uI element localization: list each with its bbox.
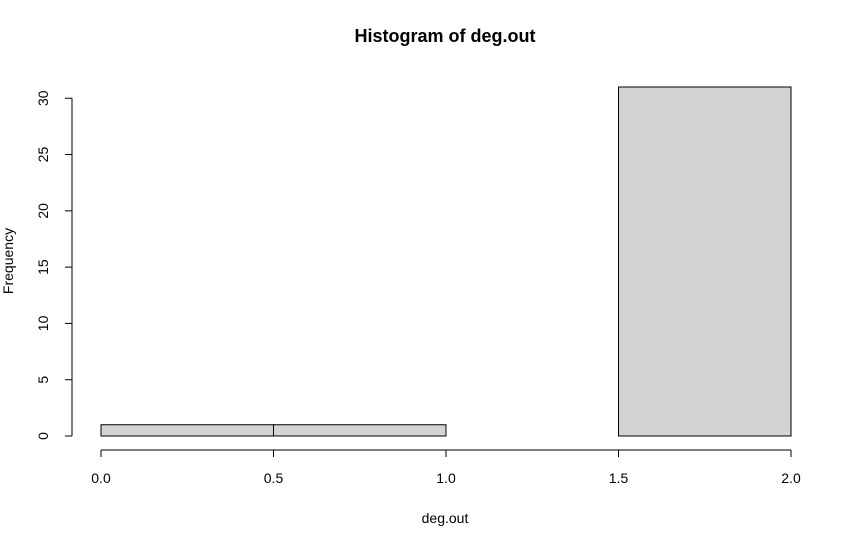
y-tick-label: 25 (35, 147, 51, 163)
histogram-bar (618, 86, 792, 437)
x-axis: 0.0 0.5 1.0 1.5 2.0 (91, 449, 801, 486)
bars-group (100, 86, 792, 437)
y-tick-label: 20 (35, 203, 51, 219)
chart-title: Histogram of deg.out (355, 26, 536, 46)
y-tick-label: 15 (35, 259, 51, 275)
x-tick-label: 2.0 (781, 470, 801, 486)
y-axis-label: Frequency (0, 228, 16, 294)
y-tick-label: 5 (35, 376, 51, 384)
x-axis-label: deg.out (422, 510, 469, 526)
y-tick-label: 0 (35, 432, 51, 440)
x-tick-label: 1.5 (609, 470, 629, 486)
y-tick-label: 10 (35, 315, 51, 331)
x-tick-label: 0.0 (91, 470, 111, 486)
y-axis: 0 5 10 15 20 25 30 (35, 90, 73, 440)
histogram-bar (273, 424, 447, 437)
histogram-bar (100, 424, 274, 437)
x-tick-label: 0.5 (264, 470, 284, 486)
y-tick-label: 30 (35, 90, 51, 106)
x-tick-label: 1.0 (436, 470, 456, 486)
